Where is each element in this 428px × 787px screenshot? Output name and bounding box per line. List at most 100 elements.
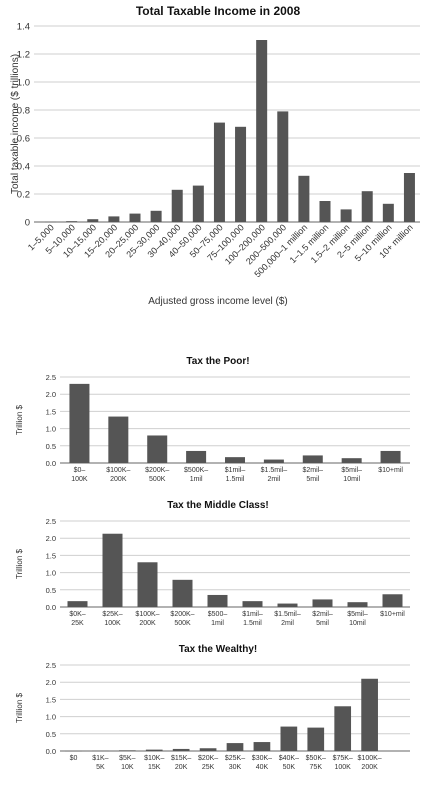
chart2-xtick: $10+mil: [378, 467, 403, 474]
chart3-ytick: 1.5: [46, 551, 56, 560]
chart3-ytick: 2.5: [46, 517, 56, 526]
chart3-xtick: $200K–: [170, 611, 194, 618]
chart4-xtick: $5K–: [119, 755, 135, 762]
chart4-xtick: 10K: [121, 764, 134, 771]
chart2-xtick: 500K: [149, 476, 166, 483]
chart4-xtick: $40K–: [279, 755, 299, 762]
chart4-ytick: 1.5: [46, 695, 56, 704]
chart1-bar: [66, 221, 78, 222]
chart2-xtick: 1mil: [190, 476, 203, 483]
chart3-ytick: 0.5: [46, 586, 56, 595]
chart2-bar: [341, 458, 362, 463]
chart2-bar: [263, 459, 284, 463]
chart2-xtick: 1.5mil: [226, 476, 245, 483]
chart4-xtick: 5K: [96, 764, 105, 771]
chart3-bar: [172, 579, 193, 607]
chart1-ytick: 1.4: [17, 22, 30, 33]
chart4-ytick: 0.5: [46, 730, 56, 739]
chart3-bar: [137, 562, 158, 607]
chart4-bar: [118, 750, 136, 751]
chart2-bar: [225, 457, 245, 463]
chart2-xtick: $1.5mil–: [261, 467, 288, 474]
chart2-ytick: 2.0: [46, 390, 56, 399]
chart3-xtick: 2mil: [281, 620, 294, 627]
chart2-xtick: 100K: [71, 476, 88, 483]
chart1-bar: [277, 111, 289, 222]
chart4-xtick: 200K: [361, 764, 378, 771]
chart3-bar: [102, 533, 123, 607]
chart3-ytick: 0.0: [46, 603, 56, 612]
chart3-bar: [67, 601, 88, 607]
chart1-ytick: 0.2: [17, 190, 30, 201]
chart4-xtick: $75K–: [333, 755, 353, 762]
chart1-ytick: 0.8: [17, 106, 30, 117]
chart3-xtick: $1mil–: [242, 611, 263, 618]
chart4-xtick: $0: [70, 755, 78, 762]
chart4-bar: [361, 678, 378, 751]
chart2-xtick: $0–: [74, 467, 86, 474]
chart2-title: Tax the Poor!: [186, 356, 249, 367]
chart4-ylabel: Trillion $: [15, 692, 24, 722]
chart2-ytick: 0.5: [46, 442, 56, 451]
chart1-bar: [298, 175, 310, 222]
chart4-bar: [253, 742, 271, 751]
chart3-xtick: 1mil: [211, 620, 224, 627]
chart4-xtick: $10K–: [144, 755, 164, 762]
chart3-xtick: 25K: [71, 620, 84, 627]
chart4-bar: [226, 743, 244, 751]
chart3-title: Tax the Middle Class!: [167, 500, 269, 511]
chart3-xtick: 200K: [139, 620, 156, 627]
chart4-bar: [172, 748, 190, 751]
chart2-ytick: 1.5: [46, 407, 56, 416]
chart3-xtick: 5mil: [316, 620, 329, 627]
chart3-ytick: 1.0: [46, 569, 56, 578]
chart1-bar: [171, 189, 183, 222]
chart4-xtick: 15K: [148, 764, 161, 771]
chart1-bar: [45, 221, 57, 223]
chart1-bar: [361, 191, 373, 222]
chart4-xtick: 25K: [202, 764, 215, 771]
chart1-bar: [403, 173, 415, 222]
chart3-xtick: $0K–: [69, 611, 85, 618]
chart4-bar: [307, 727, 325, 751]
chart1-ytick: 0.4: [17, 162, 30, 173]
chart3-xtick: $25K–: [102, 611, 122, 618]
chart2-bar: [380, 450, 401, 463]
chart3-xtick: $500–: [208, 611, 228, 618]
chart2-bar: [147, 435, 168, 463]
chart2-xtick: $100K–: [106, 467, 130, 474]
chart2-bar: [186, 450, 207, 463]
chart3-xtick: $2mil–: [312, 611, 333, 618]
chart4-ytick: 2.5: [46, 661, 56, 670]
chart4-xtick: $25K–: [225, 755, 245, 762]
chart1-bar: [382, 203, 394, 222]
chart3-ylabel: Trillion $: [15, 548, 24, 578]
chart3-bar: [312, 599, 333, 607]
chart3-bar: [242, 601, 263, 607]
chart2-xtick: $500K–: [184, 467, 208, 474]
chart3-xtick: 10mil: [349, 620, 366, 627]
chart4-xtick: 100K: [335, 764, 352, 771]
chart2-ytick: 2.5: [46, 373, 56, 382]
chart4-xtick: $15K–: [171, 755, 191, 762]
chart4-bar: [65, 750, 82, 752]
chart4-xtick: $20K–: [198, 755, 218, 762]
chart2-bar: [108, 416, 129, 463]
chart4-xtick: 20K: [175, 764, 188, 771]
chart1-title: Total Taxable Income in 2008: [136, 4, 301, 18]
chart3-bar: [347, 602, 368, 607]
chart3-bar: [207, 594, 228, 607]
chart1-ytick: 1.0: [17, 78, 30, 89]
chart3-ytick: 2.0: [46, 534, 56, 543]
chart3-xtick: $10+mil: [380, 611, 405, 618]
chart4-xtick: 75K: [310, 764, 323, 771]
chart3-xtick: 500K: [174, 620, 191, 627]
chart4-xtick: $1K–: [92, 755, 108, 762]
chart2-xtick: 5mil: [306, 476, 319, 483]
chart4-bar: [145, 749, 163, 751]
chart4-title: Tax the Wealthy!: [179, 644, 258, 655]
chart2-ylabel: Trillion $: [15, 404, 24, 434]
chart4-xtick: 40K: [256, 764, 269, 771]
chart4-ytick: 0.0: [46, 747, 56, 756]
